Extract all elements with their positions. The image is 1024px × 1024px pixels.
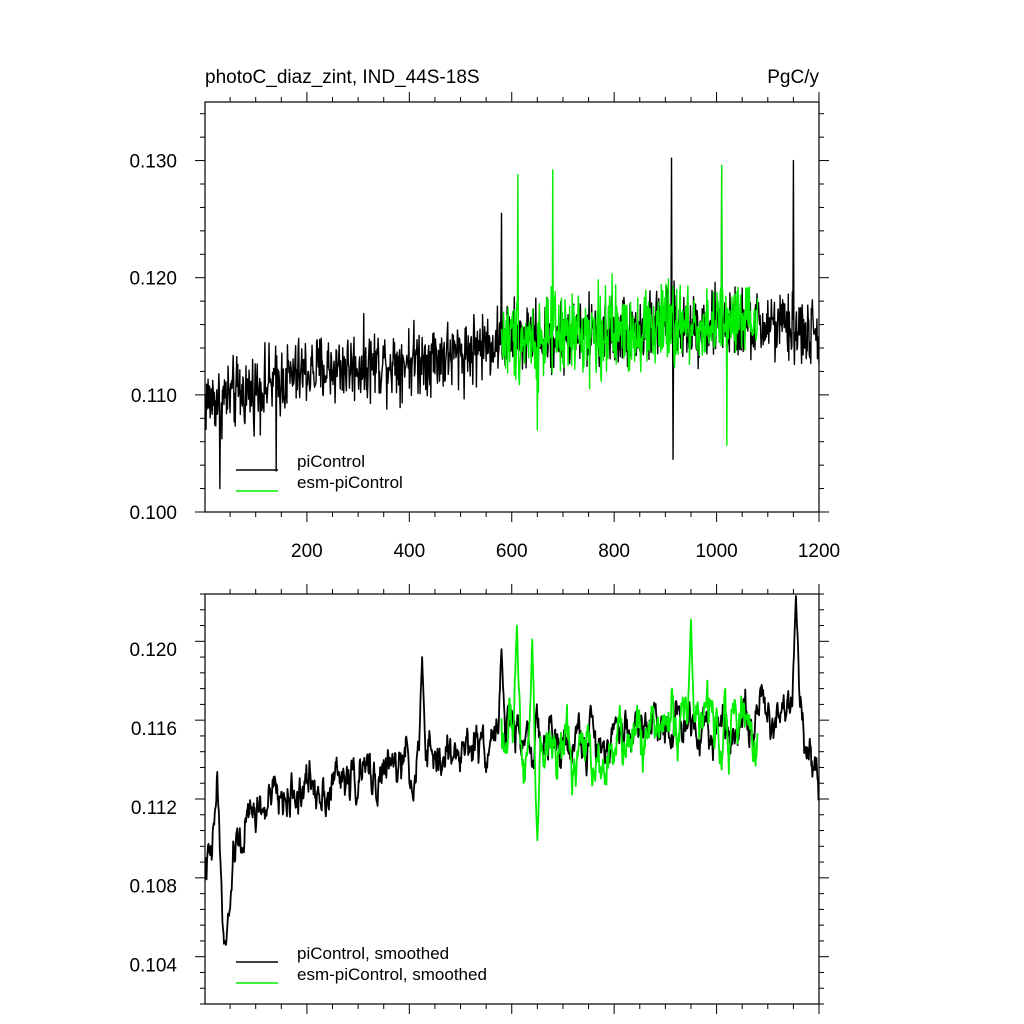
y-tick-label: 0.112	[131, 798, 177, 819]
x-tick-label: 400	[393, 541, 425, 562]
y-tick-label: 0.130	[129, 152, 177, 173]
y-tick-label: 0.116	[131, 719, 177, 740]
legend-label: esm-piControl, smoothed	[297, 965, 487, 984]
series-line-esm-picontrol	[500, 164, 759, 446]
bottom-panel: 0.104 0.108 0.112 0.116 0.120 piControl, smoo…	[129, 584, 829, 1014]
chart-title: photoC_diaz_zint, IND_44S-18S	[205, 67, 480, 88]
y-tick-label: 0.120	[129, 269, 177, 290]
x-tick-label: 600	[496, 541, 528, 562]
x-tick-label: 800	[598, 541, 630, 562]
legend-label: piControl	[297, 452, 365, 471]
y-tick-label: 0.110	[131, 386, 177, 407]
x-tick-label: 1200	[798, 541, 840, 562]
y-tick-label: 0.100	[129, 503, 177, 524]
x-tick-label: 1000	[695, 541, 737, 562]
units-label: PgC/y	[767, 67, 819, 88]
legend-label: piControl, smoothed	[297, 944, 449, 963]
y-tick-label: 0.120	[129, 640, 177, 661]
plot-frame	[204, 101, 820, 513]
x-tick-label: 200	[291, 541, 323, 562]
y-tick-label: 0.104	[129, 956, 177, 977]
series-line-picontrol-smoothed	[205, 595, 819, 946]
legend-label: esm-piControl	[297, 473, 403, 492]
series-line-esm-picontrol-smoothed	[500, 618, 759, 842]
top-panel: 200 400 600 800 1000 1200 0.100 0.110 0.120 0.130…	[129, 67, 840, 562]
y-tick-label: 0.108	[129, 877, 177, 898]
